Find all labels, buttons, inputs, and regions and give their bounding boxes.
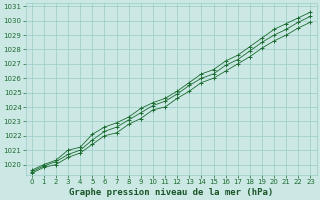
- X-axis label: Graphe pression niveau de la mer (hPa): Graphe pression niveau de la mer (hPa): [69, 188, 273, 197]
